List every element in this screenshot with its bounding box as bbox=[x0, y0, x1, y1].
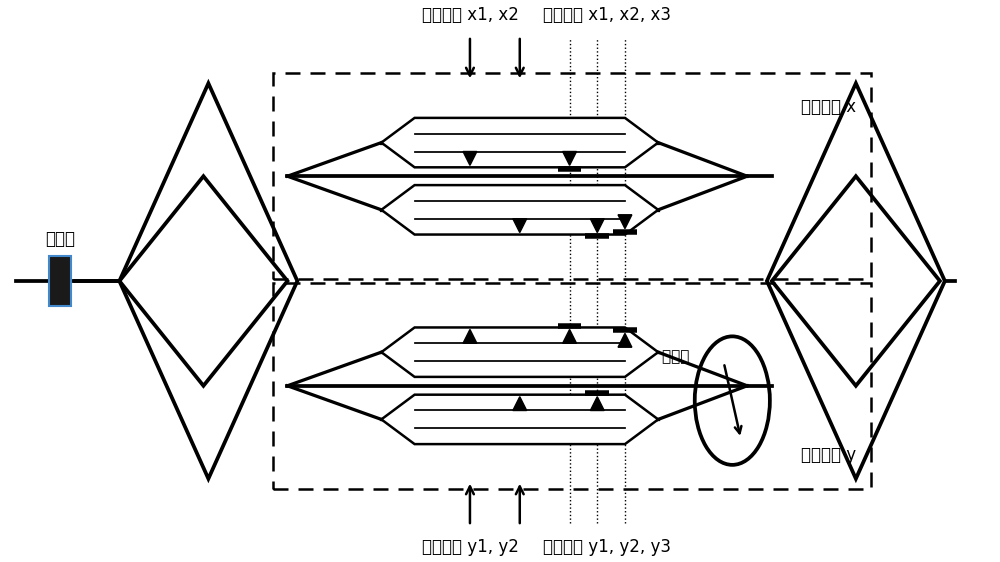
Polygon shape bbox=[381, 395, 658, 444]
Polygon shape bbox=[463, 329, 477, 343]
Text: 直流偏置 x1, x2, x3: 直流偏置 x1, x2, x3 bbox=[543, 6, 671, 24]
Text: 射频输入 x1, x2: 射频输入 x1, x2 bbox=[422, 6, 518, 24]
Polygon shape bbox=[563, 152, 577, 165]
Text: 90° 旋光器: 90° 旋光器 bbox=[630, 348, 690, 363]
Text: 电光调制 x: 电光调制 x bbox=[801, 98, 856, 116]
Polygon shape bbox=[590, 397, 604, 410]
Polygon shape bbox=[381, 118, 658, 167]
Text: 检偏器: 检偏器 bbox=[45, 230, 75, 248]
Polygon shape bbox=[590, 219, 604, 233]
Polygon shape bbox=[563, 329, 577, 343]
Polygon shape bbox=[381, 328, 658, 377]
Text: 电光调制 y: 电光调制 y bbox=[801, 446, 856, 464]
Polygon shape bbox=[618, 215, 632, 229]
Text: 射频输入 y1, y2: 射频输入 y1, y2 bbox=[422, 538, 518, 556]
Text: 直流偏置 y1, y2, y3: 直流偏置 y1, y2, y3 bbox=[543, 538, 671, 556]
Polygon shape bbox=[618, 333, 632, 347]
Polygon shape bbox=[513, 219, 527, 233]
Polygon shape bbox=[463, 152, 477, 165]
Polygon shape bbox=[513, 397, 527, 410]
Bar bbox=[49, 256, 71, 306]
Polygon shape bbox=[381, 185, 658, 234]
